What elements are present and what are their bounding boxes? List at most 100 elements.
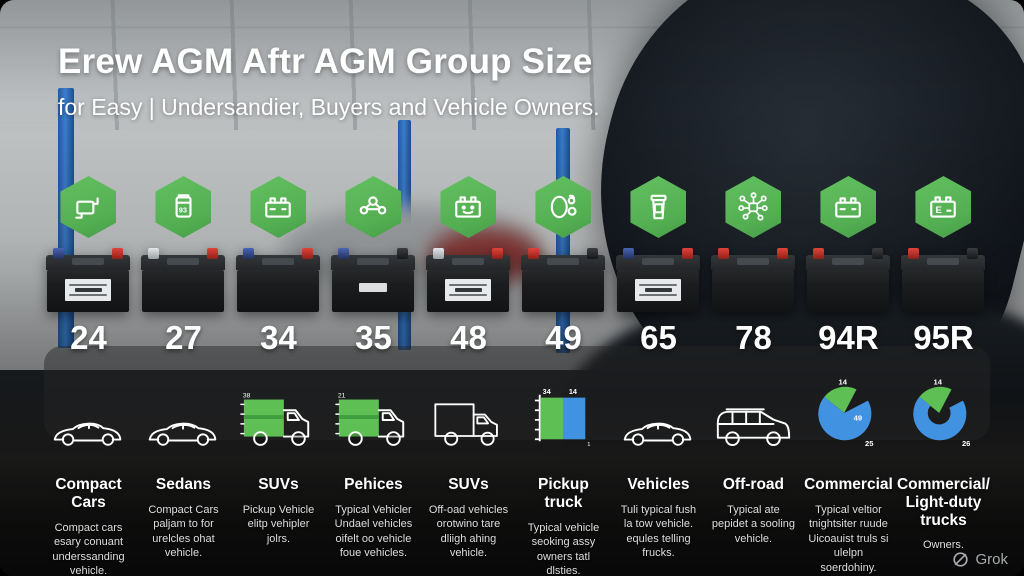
column-heading: Commercial/ Light-duty trucks <box>896 476 990 529</box>
battery-column-94R: 94R 14 49 25 Commercial Typical veltior … <box>802 176 895 576</box>
group-size-label: 24 <box>70 319 107 356</box>
battery-column-78: 78 Off-road Typical ate pepidet a soolin… <box>707 176 800 576</box>
svg-text:1: 1 <box>588 442 591 448</box>
battery-terminal-right <box>397 248 409 259</box>
group-size-label: 95R <box>913 319 974 356</box>
column-description: Typical veltior tnightsiter ruude Uicoau… <box>808 503 889 574</box>
battery-terminal-right <box>587 248 599 259</box>
battery-photo <box>711 248 796 312</box>
group-size-label: 27 <box>165 319 202 356</box>
battery-terminal-left <box>623 248 635 259</box>
watermark-label: Grok <box>975 551 1008 568</box>
svg-text:25: 25 <box>865 439 873 448</box>
green-blue-bar-chart-icon: 34 14 1 <box>532 364 594 460</box>
blob-bubbles-icon <box>535 176 592 238</box>
svg-text:49: 49 <box>854 414 862 423</box>
battery-column-65: 65 Vehicles Tuli typical fush la tow veh… <box>612 176 705 576</box>
battery-column-48: 48 SUVs Off-oad vehicles orotwino tare d… <box>422 176 515 576</box>
battery-terminal-left <box>433 248 445 259</box>
battery-terminal-left <box>243 248 255 259</box>
group-size-label: 35 <box>355 319 392 356</box>
group-size-label: 48 <box>450 319 487 356</box>
grok-logo-icon <box>953 552 969 567</box>
battery-terminal-left <box>148 248 160 259</box>
battery-cable-icon <box>60 176 117 238</box>
battery-photo <box>901 248 986 312</box>
compact-car-icon <box>50 364 126 460</box>
battery-terminal-left <box>908 248 920 259</box>
column-heading: Off-road <box>722 476 785 493</box>
column-description: Typical Vehicler Undael vehicles oifelt … <box>334 503 413 560</box>
column-heading: SUVs <box>258 476 299 493</box>
battery-column-49: 49 34 14 1 Pickup truck Typical vehicle … <box>517 176 610 576</box>
column-heading: Sedans <box>155 476 212 493</box>
svg-text:E: E <box>936 205 943 216</box>
group-size-label: 34 <box>260 319 297 356</box>
battery-terminal-left <box>813 248 825 259</box>
group-size-label: 94R <box>818 319 879 356</box>
battery-size-columns: 24 Compact Cars Compact cars esary conua… <box>42 176 990 576</box>
svg-text:14: 14 <box>569 387 577 396</box>
group-size-label: 65 <box>640 319 677 356</box>
battery-photo <box>331 248 416 312</box>
column-heading: Commercial <box>804 476 893 493</box>
column-description: Tuli typical fush la tow vehicle. equles… <box>620 503 697 560</box>
canister-93-icon: 93 <box>155 176 212 238</box>
page-title: Erew AGM Aftr AGM Group Size <box>58 42 593 81</box>
column-description: Compact Cars paljam to for urelcles ohat… <box>148 503 219 560</box>
column-heading: Vehicles <box>627 476 690 493</box>
page-subtitle: for Easy | Undersandier, Buyers and Vehi… <box>58 94 600 120</box>
offroad-suv-icon <box>711 364 795 460</box>
battery-column-95R: E 95R 14 26 Commercial/ Light-duty truck… <box>897 176 990 576</box>
svg-text:34: 34 <box>543 387 551 396</box>
battery-terminal-right <box>302 248 314 259</box>
battery-column-24: 24 Compact Cars Compact cars esary conua… <box>42 176 135 576</box>
sedan-car-icon <box>145 364 221 460</box>
battery-terminal-right <box>872 248 884 259</box>
battery-terminal-left <box>528 248 540 259</box>
sedan-car-icon <box>620 364 696 460</box>
svg-text:14: 14 <box>934 378 943 387</box>
battery-column-35: 35 21 Pehices Typical Vehicler Undael ve… <box>327 176 420 576</box>
column-description: Typical vehicle seoking assy owners tatl… <box>527 521 600 576</box>
column-description: Off-oad vehicles orotwino tare dliigh ah… <box>428 503 509 560</box>
green-box-truck-icon: 21 <box>334 364 412 460</box>
car-battery-e-icon: E <box>915 176 972 238</box>
battery-terminal-right <box>492 248 504 259</box>
battery-terminal-left <box>718 248 730 259</box>
svg-text:14: 14 <box>839 378 848 387</box>
column-heading: Pickup truck <box>538 476 589 511</box>
svg-text:38: 38 <box>243 393 251 400</box>
battery-column-27: 93 27 Sedans Compact Cars paljam to for … <box>137 176 230 576</box>
green-blue-pie-icon: 14 49 25 <box>812 364 884 460</box>
column-heading: SUVs <box>448 476 489 493</box>
column-description: Compact cars esary conuant underssanding… <box>52 521 125 576</box>
battery-photo <box>616 248 701 312</box>
battery-terminal-left <box>53 248 65 259</box>
column-description: Owners. <box>922 539 964 552</box>
battery-terminal-right <box>682 248 694 259</box>
car-battery-icon <box>250 176 307 238</box>
battery-terminal-right <box>967 248 979 259</box>
battery-column-34: 34 38 SUVs Pickup Vehicle elitp vehipler… <box>232 176 325 576</box>
battery-photo <box>236 248 321 312</box>
battery-photo <box>806 248 891 312</box>
svg-text:21: 21 <box>338 393 346 400</box>
battery-photo <box>141 248 226 312</box>
column-heading: Compact Cars <box>55 476 122 511</box>
column-description: Typical ate pepidet a sooling vehicle. <box>711 503 796 545</box>
network-hub-icon <box>725 176 782 238</box>
linkage-icon <box>345 176 402 238</box>
battery-photo <box>521 248 606 312</box>
column-description: Pickup Vehicle elitp vehipler jolrs. <box>242 503 315 545</box>
battery-terminal-right <box>207 248 219 259</box>
green-box-truck-icon: 38 <box>239 364 317 460</box>
car-battery-icon <box>820 176 877 238</box>
group-size-label: 49 <box>545 319 582 356</box>
cup-canister-icon <box>630 176 687 238</box>
box-truck-outline-icon <box>428 364 508 460</box>
car-battery-face-icon <box>440 176 497 238</box>
battery-terminal-right <box>112 248 124 259</box>
